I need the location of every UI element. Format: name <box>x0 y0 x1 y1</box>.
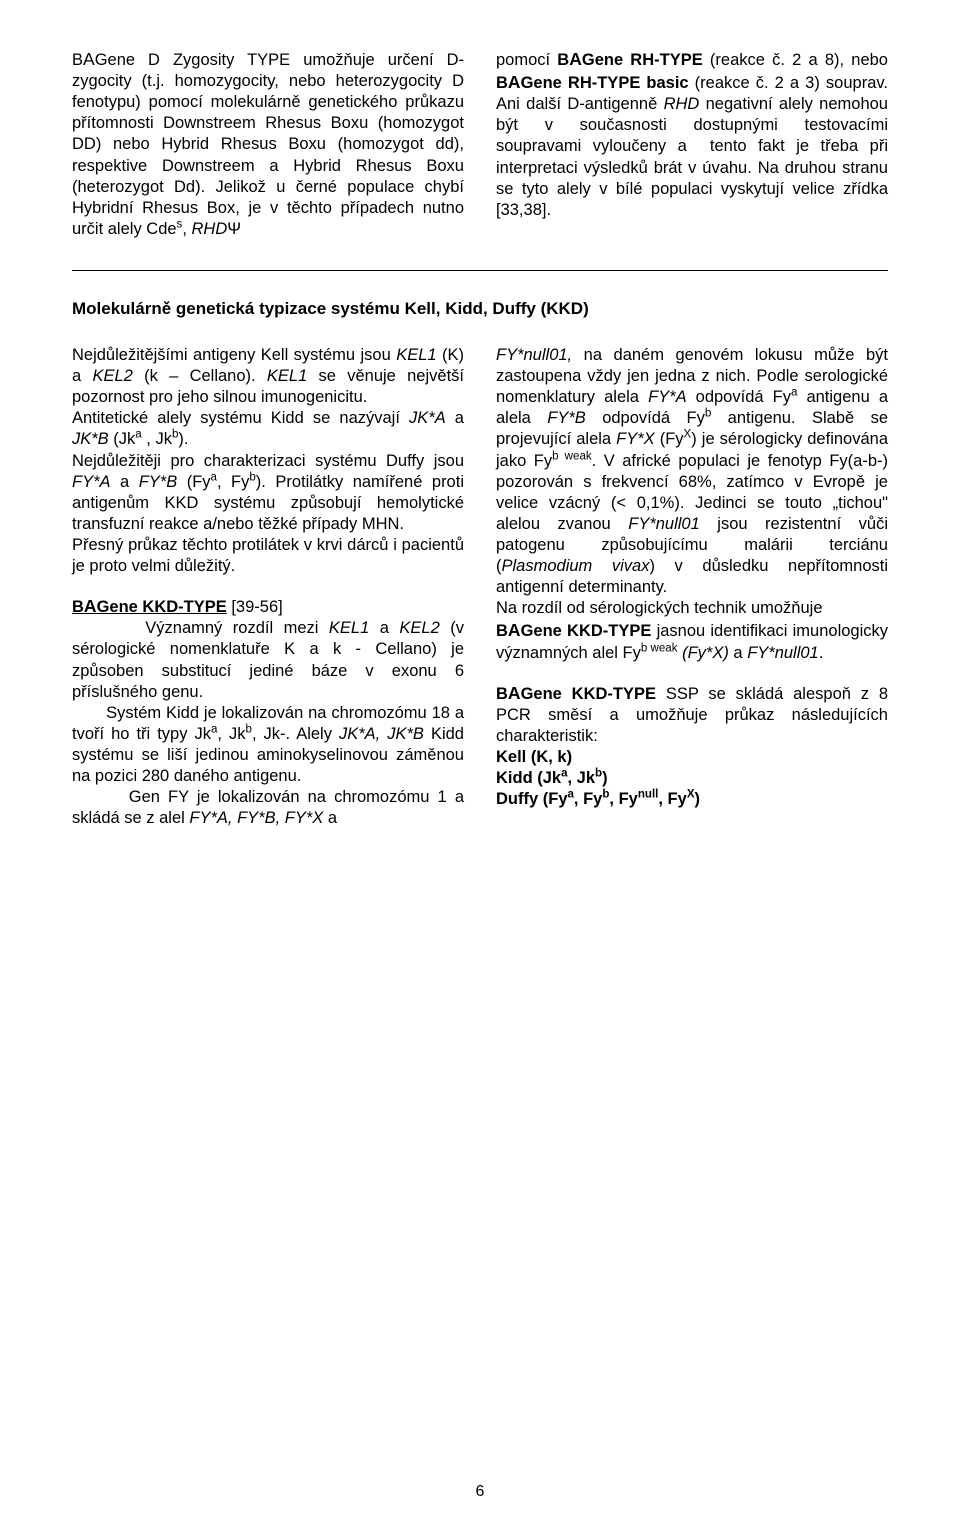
right-p7: Duffy (Fya, Fyb, Fynull, FyX) <box>496 789 888 810</box>
right-p6: Kidd (Jka, Jkb) <box>496 768 888 789</box>
right-p2: Na rozdíl od sérologických technik umožň… <box>496 598 888 619</box>
left-column: Nejdůležitějšími antigeny Kell systému j… <box>72 345 464 829</box>
left-p7: Systém Kidd je lokalizován na chromozómu… <box>72 703 464 787</box>
left-p6: Významný rozdíl mezi KEL1 a KEL2 (v séro… <box>72 618 464 702</box>
left-p2: Antitetické alely systému Kidd se nazýva… <box>72 408 464 450</box>
left-p1: Nejdůležitějšími antigeny Kell systému j… <box>72 345 464 408</box>
left-p3: Nejdůležitěji pro charakterizaci systému… <box>72 451 464 535</box>
right-column: FY*null01, na daném genovém lokusu může … <box>496 345 888 810</box>
section-title-kkd: Molekulárně genetická typizace systému K… <box>72 299 888 319</box>
page-number: 6 <box>0 1483 960 1501</box>
right-p1: FY*null01, na daném genovém lokusu může … <box>496 345 888 598</box>
top-right-paragraph: pomocí BAGene RH-TYPE (reakce č. 2 a 8),… <box>496 48 888 221</box>
right-p5: Kell (K, k) <box>496 747 888 768</box>
top-two-column-block: BAGene D Zygosity TYPE umožňuje určení D… <box>72 48 888 240</box>
top-left-paragraph: BAGene D Zygosity TYPE umožňuje určení D… <box>72 48 464 240</box>
bottom-two-column-block: Nejdůležitějšími antigeny Kell systému j… <box>72 345 888 829</box>
left-p5-heading: BAGene KKD-TYPE [39-56] <box>72 595 464 618</box>
right-p3: BAGene KKD-TYPE jasnou identifikaci imun… <box>496 619 888 663</box>
right-p4: BAGene KKD-TYPE SSP se skládá alespoň z … <box>496 682 888 747</box>
left-p8: Gen FY je lokalizován na chromozómu 1 a … <box>72 787 464 829</box>
left-p4: Přesný průkaz těchto protilátek v krvi d… <box>72 535 464 577</box>
section-separator <box>72 270 888 271</box>
